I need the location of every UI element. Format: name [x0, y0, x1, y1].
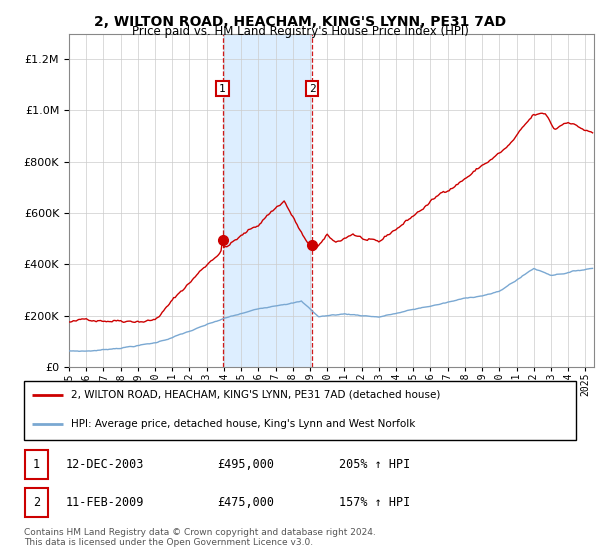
- Text: 1: 1: [33, 458, 40, 471]
- Text: 2, WILTON ROAD, HEACHAM, KING'S LYNN, PE31 7AD (detached house): 2, WILTON ROAD, HEACHAM, KING'S LYNN, PE…: [71, 390, 440, 400]
- Text: 2: 2: [33, 496, 40, 509]
- Text: 2, WILTON ROAD, HEACHAM, KING'S LYNN, PE31 7AD: 2, WILTON ROAD, HEACHAM, KING'S LYNN, PE…: [94, 15, 506, 29]
- Text: HPI: Average price, detached house, King's Lynn and West Norfolk: HPI: Average price, detached house, King…: [71, 419, 415, 430]
- Text: £475,000: £475,000: [217, 496, 274, 509]
- Bar: [25, 488, 48, 517]
- Text: £495,000: £495,000: [217, 458, 274, 471]
- Text: 11-FEB-2009: 11-FEB-2009: [65, 496, 144, 509]
- Bar: [25, 450, 48, 479]
- Bar: [223, 34, 312, 367]
- Bar: [577, 34, 594, 367]
- Text: 1: 1: [219, 83, 226, 94]
- Text: 12-DEC-2003: 12-DEC-2003: [65, 458, 144, 471]
- Text: 205% ↑ HPI: 205% ↑ HPI: [338, 458, 410, 471]
- Text: 157% ↑ HPI: 157% ↑ HPI: [338, 496, 410, 509]
- Text: Price paid vs. HM Land Registry's House Price Index (HPI): Price paid vs. HM Land Registry's House …: [131, 25, 469, 38]
- Text: 2: 2: [308, 83, 316, 94]
- Text: Contains HM Land Registry data © Crown copyright and database right 2024.
This d: Contains HM Land Registry data © Crown c…: [24, 528, 376, 547]
